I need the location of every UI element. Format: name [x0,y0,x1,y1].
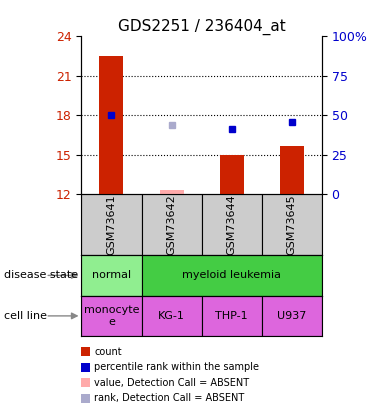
Text: GSM73641: GSM73641 [107,194,117,255]
Text: rank, Detection Call = ABSENT: rank, Detection Call = ABSENT [94,393,245,403]
Bar [202,296,262,336]
Bar [142,255,322,296]
Text: disease state: disease state [4,271,78,280]
Bar [142,296,202,336]
Bar [262,194,322,255]
Text: U937: U937 [277,311,306,321]
Text: value, Detection Call = ABSENT: value, Detection Call = ABSENT [94,378,249,388]
Bar [220,155,244,194]
Text: normal: normal [92,271,131,280]
Bar [81,255,142,296]
Bar [100,56,124,194]
Bar [81,194,142,255]
Bar [202,194,262,255]
Text: percentile rank within the sample: percentile rank within the sample [94,362,259,372]
Bar [159,190,184,194]
Text: GSM73642: GSM73642 [166,194,176,255]
Text: count: count [94,347,122,357]
Text: monocyte
e: monocyte e [84,305,139,327]
Text: THP-1: THP-1 [215,311,248,321]
Bar [142,194,202,255]
Text: KG-1: KG-1 [158,311,185,321]
Title: GDS2251 / 236404_at: GDS2251 / 236404_at [118,19,286,35]
Bar [262,296,322,336]
Bar [280,146,304,194]
Text: GSM73644: GSM73644 [227,194,237,255]
Text: cell line: cell line [4,311,47,321]
Text: myeloid leukemia: myeloid leukemia [182,271,281,280]
Text: GSM73645: GSM73645 [287,194,297,255]
Bar [81,296,142,336]
